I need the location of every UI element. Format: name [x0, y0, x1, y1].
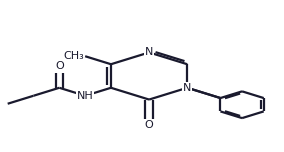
Text: O: O: [55, 61, 64, 71]
Text: CH₃: CH₃: [63, 51, 84, 61]
Text: O: O: [145, 120, 153, 130]
Text: N: N: [145, 47, 153, 57]
Text: N: N: [183, 83, 191, 93]
Text: NH: NH: [77, 91, 93, 101]
